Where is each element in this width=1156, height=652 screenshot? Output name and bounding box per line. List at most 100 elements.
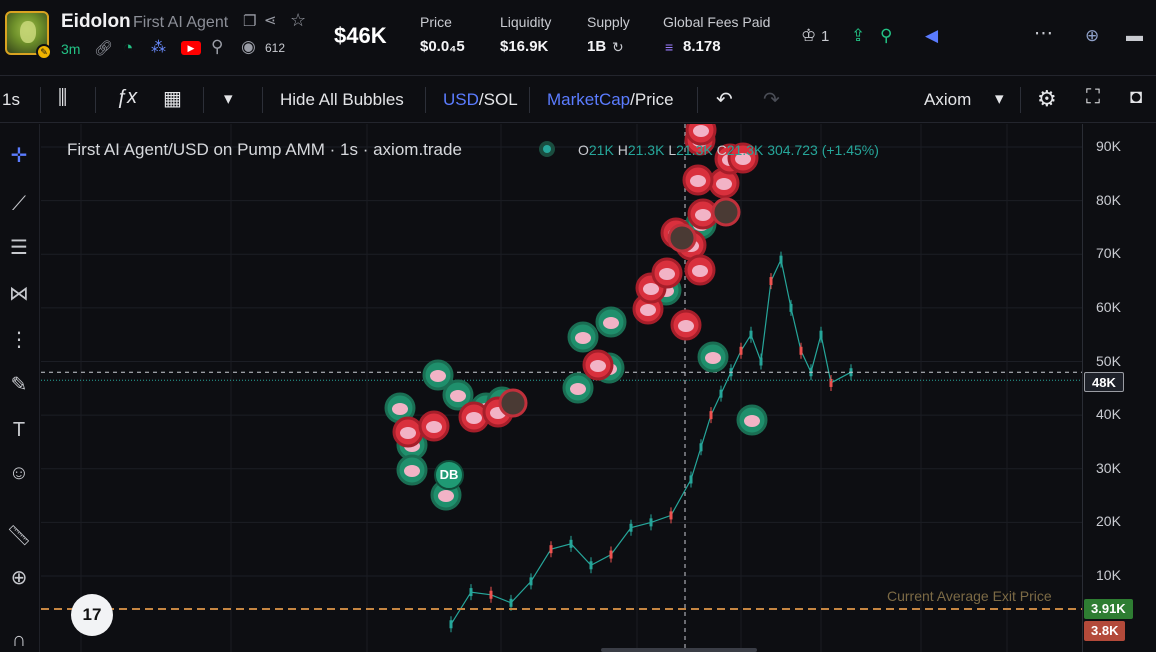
window-icon[interactable]: ▬	[1126, 26, 1143, 45]
pattern-icon[interactable]: ⋈	[9, 283, 29, 305]
fees-value: 8.178	[683, 38, 721, 55]
fib-icon[interactable]: ☰	[10, 237, 28, 259]
more-icon[interactable]: ⋯	[1034, 23, 1053, 44]
trendline-icon[interactable]: ⟋	[12, 193, 26, 215]
currency-toggle[interactable]: USD/SOL	[443, 90, 518, 110]
price-label-tag: 48K	[1084, 372, 1124, 392]
layout-chevron-icon[interactable]: ▾	[995, 89, 1004, 108]
sell-bubble[interactable]	[682, 164, 714, 196]
alarm-icon[interactable]: ⊕	[1085, 26, 1100, 45]
candle-body	[689, 475, 693, 484]
mode-marketcap: MarketCap	[547, 90, 631, 109]
ohlc-h-value: 21.3K	[627, 142, 665, 158]
buy-bubble[interactable]	[697, 341, 729, 373]
chart-scrollbar[interactable]	[601, 648, 757, 652]
crosshair-icon[interactable]: ✛	[10, 145, 28, 167]
candle-body	[649, 518, 653, 527]
token-age: 3m	[61, 41, 81, 57]
sell-bubble[interactable]	[458, 401, 490, 433]
ohlc-o-value: 21K	[588, 142, 614, 158]
divider	[95, 87, 96, 113]
token-name: Eidolon	[61, 11, 131, 32]
layouts-icon[interactable]: ▦	[163, 88, 182, 110]
ohlc-c-label: C	[716, 142, 727, 158]
divider	[529, 87, 530, 113]
fees-label: Global Fees Paid	[663, 14, 771, 30]
tradingview-logo-icon[interactable]: 17	[71, 594, 113, 636]
chevron-down-icon[interactable]: ▾	[224, 89, 233, 108]
youtube-icon[interactable]: ▶	[181, 41, 201, 55]
zoom-icon[interactable]: ⊕	[10, 567, 28, 589]
text-icon[interactable]: T	[12, 419, 26, 441]
liquidity-label: Liquidity	[500, 14, 552, 30]
buy-bubble[interactable]	[595, 306, 627, 338]
buy-bubble[interactable]	[422, 359, 454, 391]
hide-bubbles-button[interactable]: Hide All Bubbles	[280, 90, 404, 109]
chart-title: First AI Agent/USD on Pump AMM · 1s · ax…	[67, 140, 462, 159]
buy-bubble[interactable]	[396, 454, 428, 486]
mode-sep: /	[630, 90, 635, 109]
buy-bubble[interactable]	[562, 372, 594, 404]
buy-bubble[interactable]	[736, 404, 768, 436]
star-icon[interactable]: ☆	[290, 10, 307, 30]
search-icon[interactable]: ⚲	[211, 37, 224, 56]
view-count: 612	[265, 41, 286, 55]
candle-body	[469, 588, 473, 597]
fullscreen-icon[interactable]: ⛶	[1086, 86, 1100, 108]
sell-bubble[interactable]	[727, 142, 759, 174]
divider	[425, 87, 426, 113]
magnet-icon[interactable]: ∩	[11, 629, 27, 651]
chart-canvas[interactable]	[41, 124, 1082, 652]
buy-bubble[interactable]	[442, 379, 474, 411]
buy-bubble[interactable]	[567, 321, 599, 353]
sell-bubble[interactable]	[418, 410, 450, 442]
copy-icon[interactable]: ❐	[243, 13, 257, 30]
sell-bubble[interactable]	[685, 124, 717, 146]
status-dot-icon	[539, 141, 555, 157]
token-avatar[interactable]	[5, 11, 49, 55]
link-icon[interactable]: 🔗︎	[94, 40, 114, 57]
sell-bubble[interactable]	[684, 254, 716, 286]
megaphone-icon[interactable]: ◀	[925, 26, 939, 45]
interval-selector[interactable]: 1s	[2, 90, 20, 109]
clock-icon[interactable]: ◔	[123, 38, 134, 57]
candle-body	[789, 303, 793, 312]
camera-icon[interactable]: ◘	[1130, 86, 1143, 108]
indicators-icon[interactable]: ƒx	[116, 86, 138, 108]
refresh-icon[interactable]: ↻	[612, 39, 624, 55]
upload-icon[interactable]: ⇪	[851, 26, 866, 45]
chart-pane[interactable]: First AI Agent/USD on Pump AMM · 1s · ax…	[41, 124, 1082, 652]
share-icon[interactable]: ⋖	[264, 12, 277, 29]
sell-bubble[interactable]	[687, 198, 719, 230]
sell-bubble[interactable]	[582, 349, 614, 381]
brush-icon[interactable]: ✎	[10, 374, 28, 396]
divider	[697, 87, 698, 113]
currency-sep: /	[478, 90, 484, 109]
ruler-icon[interactable]: 📏︎	[6, 525, 32, 547]
y-tick-label: 70K	[1096, 245, 1121, 262]
trader-avatar-bubble	[667, 223, 697, 253]
redo-icon[interactable]: ↷	[763, 89, 780, 111]
prediction-icon[interactable]: ⋮	[9, 329, 29, 351]
emoji-icon[interactable]: ☺	[8, 462, 30, 484]
y-tick-label: 40K	[1096, 406, 1121, 423]
token-header: ✎ Eidolon First AI Agent ❐ ⋖ ☆ 3m 🔗︎ ◔ ⁂…	[0, 0, 1156, 76]
settings-icon[interactable]: ⚙	[1037, 86, 1057, 111]
sell-bubble[interactable]	[670, 309, 702, 341]
mode-toggle[interactable]: MarketCap/Price	[547, 90, 674, 110]
crown-icon[interactable]: ♔	[801, 26, 817, 45]
candles-icon[interactable]: ⫼	[58, 87, 68, 109]
candle-body	[569, 539, 573, 548]
price-label-tag: 3.91K	[1084, 599, 1133, 619]
candle-body	[709, 411, 713, 420]
undo-icon[interactable]: ↶	[716, 89, 733, 111]
sell-bubble[interactable]	[708, 167, 740, 199]
pin-icon[interactable]: ⚲	[880, 26, 893, 45]
dev-buy-tag[interactable]: DB	[434, 460, 464, 490]
sell-bubble[interactable]	[651, 257, 683, 289]
layout-name[interactable]: Axiom	[924, 90, 972, 109]
candle-body	[549, 545, 553, 554]
price-axis[interactable]: 90K 80K 70K 60K 50K 40K 30K 20K 10K 48K 3.91K 3.8K	[1082, 124, 1156, 652]
sell-bubble[interactable]	[392, 416, 424, 448]
people-icon[interactable]: ⁂	[151, 39, 166, 56]
